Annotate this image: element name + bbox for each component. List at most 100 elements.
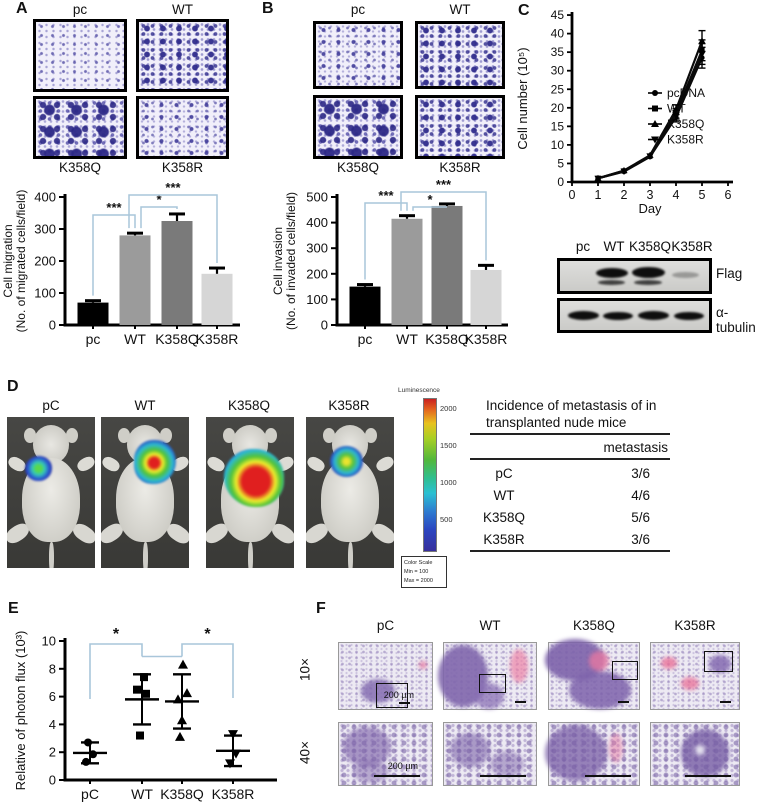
panel-c-label: C	[518, 2, 530, 19]
hist-40x-k358q	[545, 722, 640, 786]
luminescence-blob	[134, 439, 177, 484]
tissue-patch	[661, 657, 677, 669]
hist-10x-pc: 200 µm	[338, 642, 433, 710]
svg-text:WT: WT	[131, 786, 153, 802]
svg-text:0: 0	[557, 175, 564, 189]
svg-text:K358R: K358R	[212, 786, 255, 802]
mouse-limb	[306, 454, 327, 474]
svg-text:pC: pC	[81, 786, 99, 802]
color-scale-line2: Min = 100	[404, 568, 429, 575]
hist-40x-pc: 200 µm	[338, 722, 433, 786]
panel-b-col-pc: pc	[350, 2, 366, 17]
tubulin-band-pc	[568, 311, 599, 320]
scale-bar	[720, 701, 731, 703]
mouse-label-wt: WT	[134, 398, 156, 413]
panel-e-label: E	[8, 600, 19, 617]
transwell-a-k358r	[136, 96, 229, 159]
svg-text:***: ***	[378, 188, 394, 203]
svg-text:K358Q: K358Q	[160, 786, 204, 802]
blot-lane-pc: pc	[575, 239, 591, 254]
table-row-group: pC	[495, 466, 513, 481]
svg-text:500: 500	[306, 190, 328, 205]
color-scale-line3: Max = 2000	[404, 577, 433, 584]
svg-text:45: 45	[551, 8, 565, 22]
svg-text:Cell invasion: Cell invasion	[271, 227, 285, 295]
tubulin-band-k358r	[674, 312, 704, 320]
panel-f-label: F	[316, 600, 326, 617]
inset-rectangle	[479, 674, 506, 693]
table-title-line2: transplanted nude mice	[486, 415, 627, 430]
panel-a-col-k358r: K358R	[161, 160, 204, 175]
svg-text:2: 2	[49, 745, 56, 760]
svg-text:8: 8	[49, 661, 56, 676]
panel-b-col-wt: WT	[449, 2, 471, 17]
table-row-value: 5/6	[631, 510, 650, 525]
table-row-value: 4/6	[631, 488, 650, 503]
svg-text:Relative of photon flux (10³): Relative of photon flux (10³)	[13, 631, 28, 791]
svg-text:Cell number (10⁵): Cell number (10⁵)	[515, 47, 530, 149]
luminescence-colorbar	[423, 398, 437, 552]
tissue-patch	[510, 649, 528, 683]
transwell-b-k358r	[415, 95, 505, 159]
svg-text:*: *	[427, 192, 433, 207]
mouse-tail	[348, 542, 353, 568]
flag-band-k358q	[632, 267, 665, 278]
flag-label: Flag	[716, 266, 743, 281]
table-row-group: WT	[493, 488, 515, 503]
tubulin-band-wt	[603, 312, 633, 320]
svg-text:0: 0	[49, 773, 56, 788]
table-rule-top	[470, 433, 670, 435]
table-rule-mid	[470, 458, 670, 460]
svg-text:Day: Day	[638, 201, 662, 216]
tissue-patch	[681, 729, 729, 777]
svg-text:K358Q: K358Q	[425, 331, 469, 347]
svg-text:100: 100	[34, 286, 56, 301]
mouse-limb	[74, 454, 95, 474]
mouse-ear	[264, 427, 278, 443]
svg-text:20: 20	[551, 101, 565, 115]
transwell-a-wt	[136, 19, 229, 92]
svg-text:400: 400	[306, 215, 328, 230]
blot-lane-k358q: K358Q	[628, 239, 672, 254]
scale-bar	[515, 701, 526, 703]
mouse-tail	[248, 542, 253, 568]
transwell-b-k358q	[313, 95, 403, 159]
flag-band-k358r	[672, 272, 699, 278]
mouse-tail	[143, 542, 148, 568]
inset-rectangle	[612, 661, 638, 680]
flag-band-wt-lower	[598, 280, 625, 285]
scale-bar	[685, 774, 731, 777]
panel-d-label: D	[7, 378, 19, 395]
mouse-ear	[364, 427, 378, 443]
panel-a-label: A	[16, 0, 28, 17]
blot-lane-k358r: K358R	[671, 239, 713, 254]
hist-col-k358r: K358R	[674, 618, 716, 633]
tissue-patch	[709, 655, 731, 673]
hist-row-40x: 40×	[297, 741, 313, 764]
svg-text:Cell migration: Cell migration	[1, 224, 15, 297]
color-scale-box: Color Scale Min = 100 Max = 2000	[401, 556, 447, 589]
scale-label: 200 µm	[383, 690, 414, 700]
transwell-b-wt	[415, 21, 505, 89]
hist-10x-k358q	[545, 639, 640, 710]
svg-text:K358R: K358R	[465, 331, 508, 347]
colorbar-tick-2000: 2000	[440, 404, 457, 413]
scale-label: 200 µm	[387, 761, 418, 771]
svg-text:WT: WT	[124, 331, 146, 347]
tissue-patch	[343, 727, 391, 767]
tissue-patch	[609, 733, 623, 763]
svg-text:(No. of invaded cells/field): (No. of invaded cells/field)	[284, 192, 298, 330]
photon-flux-scatter-chart: 0 2 4 6 8 10 Relative of photon flux (10³) pC WT…	[13, 626, 277, 802]
transwell-b-pc	[313, 21, 403, 89]
svg-text:35: 35	[551, 45, 565, 59]
svg-text:WT: WT	[396, 331, 418, 347]
panel-b-col-k358r: K358R	[439, 160, 481, 175]
panel-b-label: B	[262, 0, 274, 17]
tissue-patch	[695, 745, 705, 755]
svg-text:40: 40	[551, 27, 565, 41]
svg-text:*: *	[113, 626, 120, 643]
inset-rectangle	[376, 683, 408, 708]
svg-text:25: 25	[551, 82, 565, 96]
tubulin-band-k358q	[638, 311, 669, 320]
